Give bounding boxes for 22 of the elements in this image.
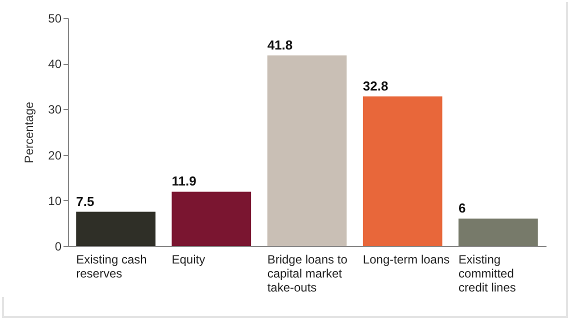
y-tick-label: 50	[48, 12, 62, 26]
bar	[267, 55, 347, 246]
data-label: 41.8	[267, 37, 293, 52]
data-label: 32.8	[362, 78, 388, 94]
y-tick-label: 0	[54, 240, 62, 254]
x-tick-label: Existing cash reserves	[76, 252, 147, 280]
bar	[76, 212, 156, 246]
y-tick-label: 10	[48, 194, 62, 208]
bar	[172, 192, 252, 246]
bar	[362, 96, 442, 246]
data-label: 6	[458, 200, 466, 216]
bar	[458, 218, 538, 246]
y-axis-title: Percentage	[22, 101, 36, 164]
y-tick-label: 40	[48, 57, 62, 72]
data-label: 7.5	[76, 194, 94, 209]
x-tick-label: Equity	[172, 252, 206, 266]
y-tick-label: 30	[48, 102, 62, 117]
x-tick-label: Long-term loans	[362, 252, 450, 266]
data-label: 11.9	[172, 174, 196, 189]
x-tick-label: Existing committed credit lines	[458, 252, 516, 294]
x-tick-label: Bridge loans to capital market take-outs	[267, 252, 348, 294]
y-tick-label: 20	[48, 148, 62, 162]
